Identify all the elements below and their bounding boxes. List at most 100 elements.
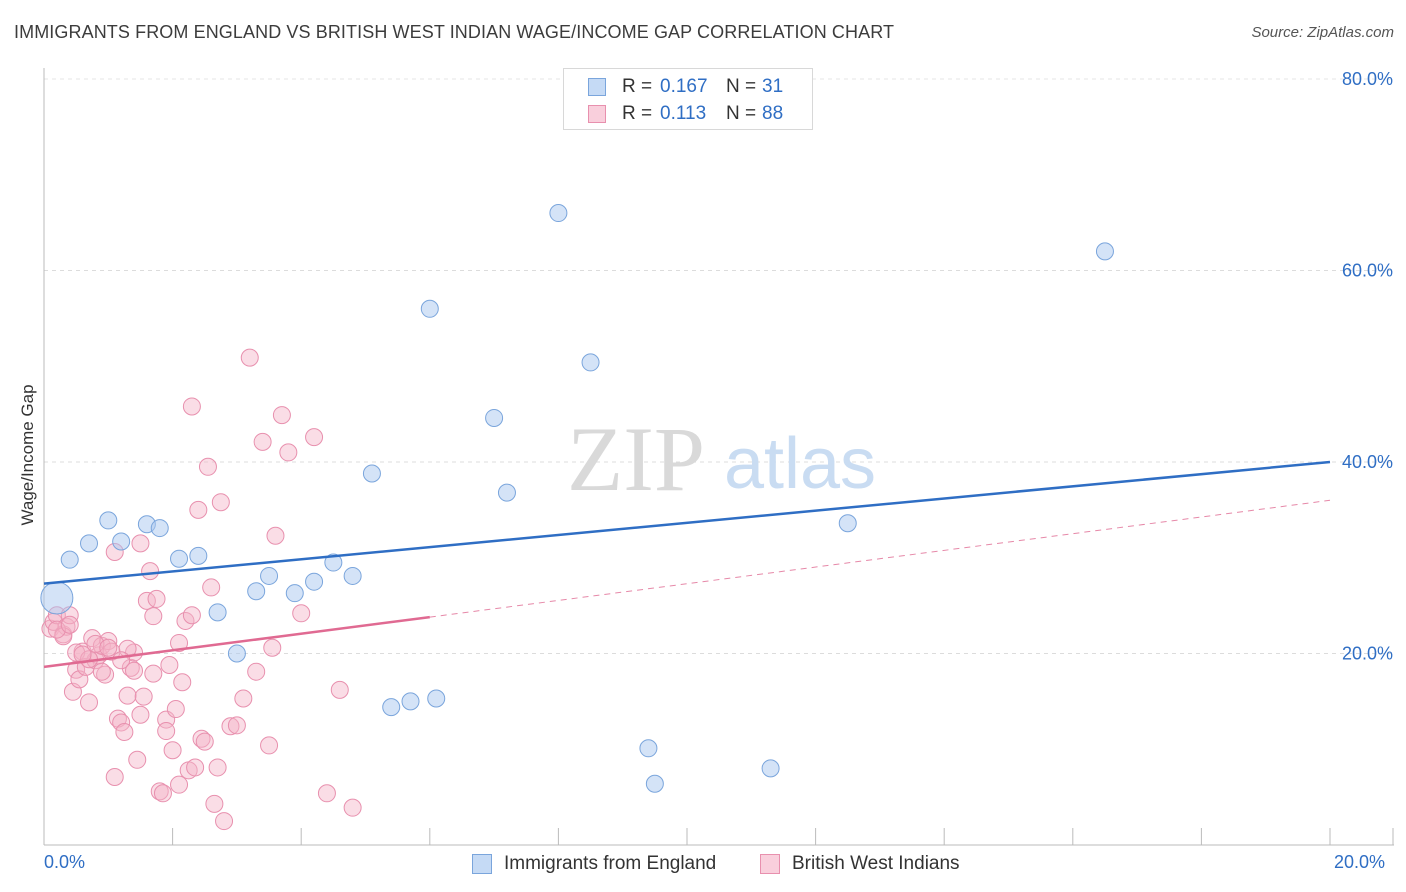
point-british-west-indians <box>292 604 311 623</box>
legend-item-england[interactable]: Immigrants from England <box>472 853 716 875</box>
legend-n-value: 88 <box>762 103 784 124</box>
point-immigrants-from-england <box>382 698 401 717</box>
point-immigrants-from-england <box>645 774 664 793</box>
point-british-west-indians <box>253 432 272 451</box>
point-immigrants-from-england <box>549 204 568 223</box>
point-british-west-indians <box>208 758 227 777</box>
point-immigrants-from-england <box>40 581 74 615</box>
watermark-zip: ZIP <box>567 408 705 510</box>
point-british-west-indians <box>211 493 230 512</box>
point-immigrants-from-england <box>112 532 131 551</box>
point-immigrants-from-england <box>420 299 439 318</box>
point-british-west-indians <box>131 534 150 553</box>
point-british-west-indians <box>247 662 266 681</box>
point-british-west-indians <box>112 713 131 732</box>
gridlines <box>44 78 1394 654</box>
point-british-west-indians <box>121 658 140 677</box>
point-immigrants-from-england <box>427 689 446 708</box>
legend-r-value: 0.113 <box>660 103 707 124</box>
point-british-west-indians <box>118 686 137 705</box>
point-immigrants-from-england <box>227 644 246 663</box>
point-immigrants-from-england <box>1095 242 1114 261</box>
point-british-west-indians <box>182 606 201 625</box>
watermark: ZIP atlas <box>567 408 876 510</box>
chart-title: IMMIGRANTS FROM ENGLAND VS BRITISH WEST … <box>14 22 895 42</box>
point-british-west-indians <box>330 680 349 699</box>
point-immigrants-from-england <box>343 566 362 585</box>
point-british-west-indians <box>150 782 169 801</box>
point-british-west-indians <box>170 633 189 652</box>
legend-r-value: 0.167 <box>660 76 708 97</box>
point-immigrants-from-england <box>247 582 266 601</box>
legend-n-value: 31 <box>762 76 784 97</box>
source-label: Source: ZipAtlas.com <box>1251 24 1394 41</box>
point-immigrants-from-england <box>170 549 189 568</box>
point-immigrants-from-england <box>60 550 79 569</box>
point-british-west-indians <box>263 638 282 657</box>
point-british-west-indians <box>305 428 324 447</box>
y-tick-labels: 20.0% 40.0% 60.0% 80.0% <box>1342 69 1393 664</box>
point-immigrants-from-england <box>581 353 600 372</box>
y-tick-label: 40.0% <box>1342 452 1393 472</box>
trend-lines <box>43 460 1331 669</box>
series-immigrants-from-england <box>40 204 1114 793</box>
point-british-west-indians <box>80 693 99 712</box>
point-british-west-indians <box>173 673 192 692</box>
x-tick-label-max: 20.0% <box>1334 852 1386 872</box>
point-british-west-indians <box>234 689 253 708</box>
point-immigrants-from-england <box>99 511 118 530</box>
legend-swatch-blue <box>588 78 606 96</box>
legend-swatch-pink <box>588 105 606 123</box>
point-british-west-indians <box>115 723 134 742</box>
point-immigrants-from-england <box>285 584 304 603</box>
point-british-west-indians <box>317 784 336 803</box>
point-immigrants-from-england <box>639 739 658 758</box>
point-british-west-indians <box>260 736 279 755</box>
point-british-west-indians <box>128 750 147 769</box>
y-tick-label: 20.0% <box>1342 644 1393 664</box>
x-tick-label-min: 0.0% <box>44 852 86 872</box>
point-immigrants-from-england <box>362 464 381 483</box>
y-tick-label: 60.0% <box>1342 261 1393 281</box>
point-british-west-indians <box>186 758 205 777</box>
point-immigrants-from-england <box>305 572 324 591</box>
point-british-west-indians <box>163 741 182 760</box>
point-british-west-indians <box>182 397 201 416</box>
trend-line-england <box>43 460 1331 585</box>
legend-item-label: British West Indians <box>792 853 960 874</box>
point-immigrants-from-england <box>208 603 227 622</box>
point-british-west-indians <box>60 615 79 634</box>
legend-n-label: N = <box>726 103 757 124</box>
point-immigrants-from-england <box>150 519 169 538</box>
point-immigrants-from-england <box>324 553 343 572</box>
point-british-west-indians <box>170 775 189 794</box>
point-british-west-indians <box>144 607 163 626</box>
point-british-west-indians <box>157 722 176 741</box>
point-british-west-indians <box>160 655 179 674</box>
axes <box>43 68 1394 846</box>
point-british-west-indians <box>279 443 298 462</box>
point-immigrants-from-england <box>260 566 279 585</box>
series-legend: Immigrants from England British West Ind… <box>0 850 1406 878</box>
point-immigrants-from-england <box>497 483 516 502</box>
point-british-west-indians <box>105 768 124 787</box>
point-british-west-indians <box>125 661 144 680</box>
point-british-west-indians <box>202 578 221 597</box>
point-british-west-indians <box>54 627 73 646</box>
trend-line-bwi-extension <box>429 499 1331 618</box>
point-british-west-indians <box>240 348 259 367</box>
legend-item-bwi[interactable]: British West Indians <box>760 853 960 875</box>
point-british-west-indians <box>166 700 185 719</box>
correlation-legend: R = 0.167 N = 31 R = 0.113 N = 88 <box>563 68 813 130</box>
legend-row-bwi: R = 0.113 N = 88 <box>588 101 783 127</box>
point-immigrants-from-england <box>401 692 420 711</box>
legend-row-england: R = 0.167 N = 31 <box>588 74 783 100</box>
point-british-west-indians <box>198 457 217 476</box>
legend-n-label: N = <box>726 76 757 97</box>
point-british-west-indians <box>192 729 211 748</box>
point-immigrants-from-england <box>838 514 857 533</box>
point-british-west-indians <box>134 687 153 706</box>
point-immigrants-from-england <box>485 408 504 427</box>
point-british-west-indians <box>343 798 362 817</box>
